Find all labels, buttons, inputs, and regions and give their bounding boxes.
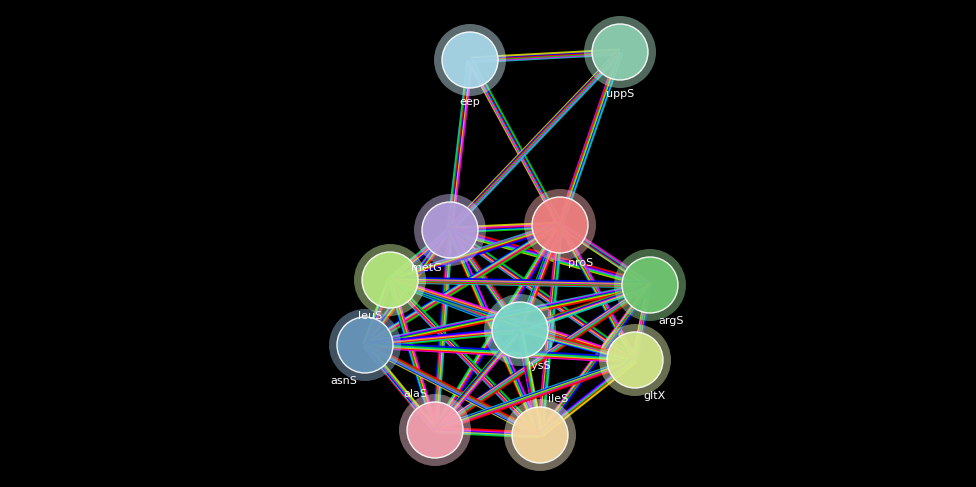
Text: leuS: leuS [358,311,382,321]
Circle shape [622,257,678,313]
Circle shape [512,407,568,463]
Circle shape [592,24,648,80]
Circle shape [614,249,686,321]
Text: eep: eep [460,97,480,107]
Text: proS: proS [568,258,593,268]
Text: argS: argS [658,316,683,326]
Circle shape [422,202,478,258]
Circle shape [362,252,418,308]
Circle shape [607,332,663,388]
Circle shape [524,189,596,261]
Text: uppS: uppS [606,89,634,99]
Circle shape [484,294,556,366]
Circle shape [414,194,486,266]
Circle shape [329,309,401,381]
Circle shape [442,32,498,88]
Circle shape [354,244,426,316]
Circle shape [532,197,588,253]
Circle shape [407,402,463,458]
Text: lysS: lysS [528,361,550,371]
Circle shape [434,24,506,96]
Text: alaS: alaS [403,389,427,399]
Circle shape [504,399,576,471]
Circle shape [599,324,671,396]
Circle shape [399,394,471,466]
Circle shape [492,302,548,358]
Text: asnS: asnS [330,376,357,386]
Text: ileS: ileS [548,394,568,404]
Circle shape [337,317,393,373]
Text: metG: metG [411,263,442,273]
Circle shape [584,16,656,88]
Text: gltX: gltX [643,391,666,401]
